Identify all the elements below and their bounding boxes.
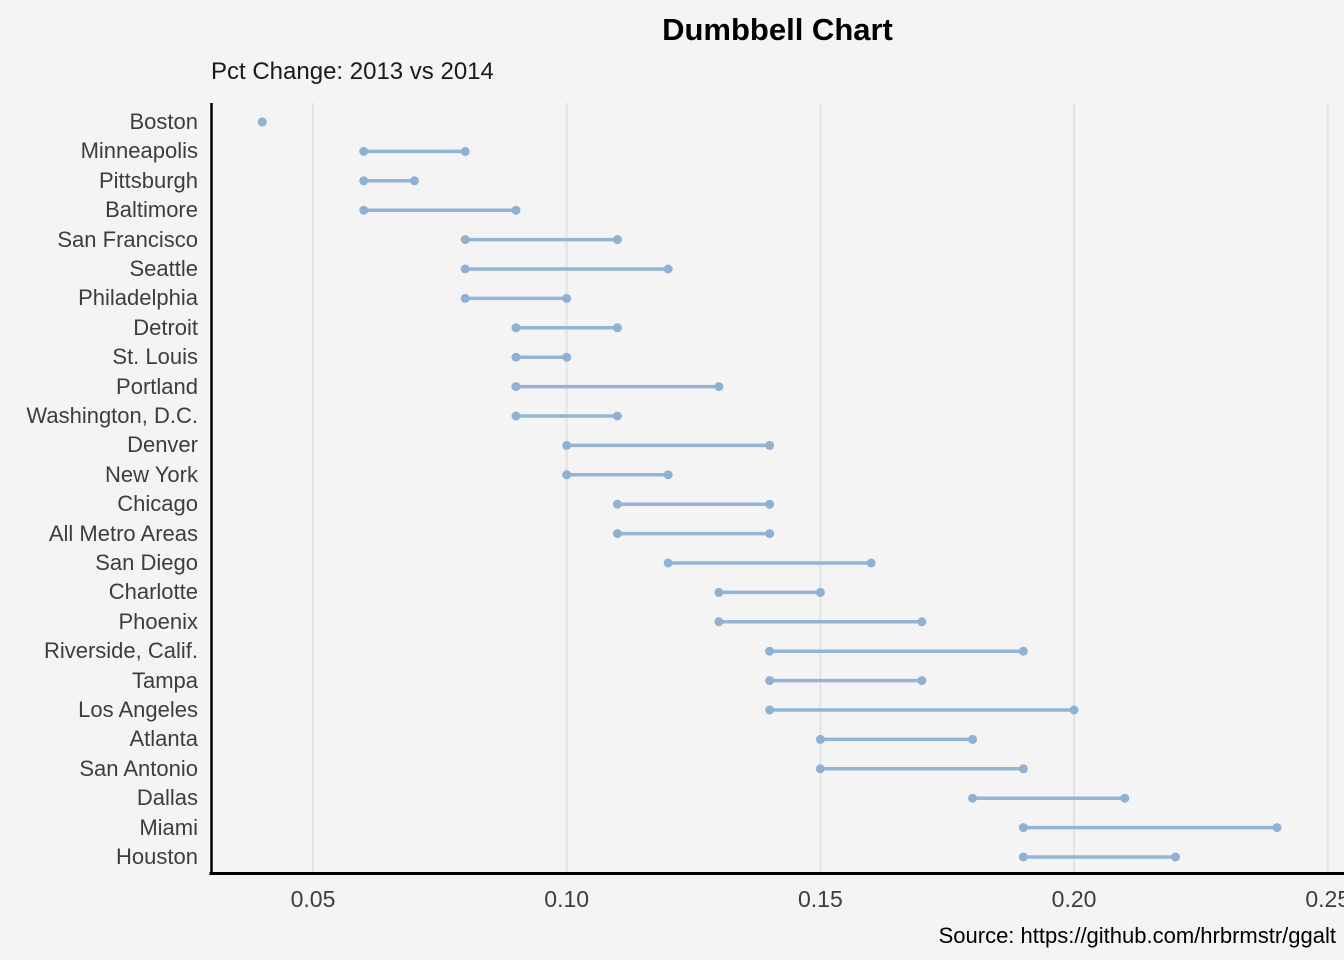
y-axis-label: Boston	[129, 109, 199, 134]
dumbbell-point-2013	[562, 470, 572, 480]
dumbbell-point-2013	[359, 146, 369, 156]
y-axis-label: Pittsburgh	[98, 167, 198, 193]
dumbbell-point-2014	[1120, 793, 1130, 803]
dumbbell-point-2013	[562, 440, 572, 450]
y-axis-label: San Diego	[95, 550, 198, 575]
x-axis-tick-label: 0.15	[797, 886, 843, 912]
dumbbell-point-2014	[1272, 823, 1282, 833]
y-axis-label: Minneapolis	[80, 138, 198, 164]
dumbbell-point-2014	[612, 235, 622, 245]
dumbbell-point-2014	[1018, 646, 1028, 656]
chart-caption: Source: https://github.com/hrbrmstr/ggal…	[938, 923, 1336, 948]
y-axis-label: San Antonio	[79, 755, 198, 781]
x-axis-tick-label: 0.10	[544, 886, 590, 912]
dumbbell-point-2013	[460, 293, 470, 303]
dumbbell-point-2013	[359, 205, 369, 215]
dumbbell-point-2013	[663, 558, 673, 568]
y-axis-label: Washington, D.C.	[26, 403, 198, 428]
dumbbell-point-2013	[511, 352, 521, 362]
y-axis-label: Tampa	[131, 667, 198, 693]
dumbbell-point-2013	[714, 617, 724, 627]
y-axis-label: Baltimore	[105, 197, 198, 223]
dumbbell-point-2014	[663, 470, 673, 480]
y-axis-label: Portland	[116, 373, 198, 399]
x-axis-tick-label: 0.20	[1051, 886, 1097, 912]
y-axis-label: Los Angeles	[78, 697, 198, 722]
y-axis-label: Seattle	[129, 256, 199, 281]
y-axis-label: Miami	[139, 814, 198, 840]
dumbbell-point-2014	[866, 558, 876, 568]
dumbbell-point-2013	[1018, 823, 1028, 833]
dumbbell-point-2014	[765, 499, 775, 509]
dumbbell-point-2014	[257, 117, 267, 127]
y-axis-label: St. Louis	[112, 344, 198, 370]
y-axis-label: Chicago	[117, 491, 198, 517]
dumbbell-point-2014	[612, 411, 622, 421]
dumbbell-point-2014	[562, 293, 572, 303]
dumbbell-point-2014	[1069, 705, 1079, 715]
dumbbell-point-2013	[511, 323, 521, 333]
dumbbell-point-2014	[562, 352, 572, 362]
dumbbell-point-2013	[1018, 852, 1028, 862]
y-axis-label: Dallas	[136, 785, 198, 811]
y-axis-label: New York	[105, 461, 198, 487]
y-axis-label: Philadelphia	[78, 285, 198, 311]
dumbbell-point-2014	[714, 382, 724, 392]
dumbbell-point-2013	[765, 705, 775, 715]
dumbbell-point-2013	[511, 411, 521, 421]
y-axis-label: All Metro Areas	[48, 520, 198, 546]
dumbbell-point-2014	[1018, 764, 1028, 774]
y-axis-label: Detroit	[133, 314, 198, 340]
dumbbell-point-2013	[511, 382, 521, 392]
dumbbell-point-2013	[460, 264, 470, 274]
dumbbell-point-2014	[511, 205, 521, 215]
y-axis-label: Phoenix	[118, 608, 198, 634]
dumbbell-point-2014	[917, 617, 927, 627]
y-axis-label: Houston	[116, 844, 198, 869]
chart-title: Dumbbell Chart	[662, 12, 893, 47]
x-axis-tick-label: 0.05	[290, 886, 336, 912]
y-axis-label: Charlotte	[108, 579, 198, 605]
y-axis-label: Riverside, Calif.	[43, 638, 198, 664]
dumbbell-point-2014	[1171, 852, 1181, 862]
dumbbell-point-2013	[815, 734, 825, 744]
chart-subtitle: Pct Change: 2013 vs 2014	[211, 58, 494, 85]
dumbbell-point-2013	[765, 646, 775, 656]
dumbbell-point-2014	[815, 587, 825, 597]
y-axis-label: Atlanta	[129, 726, 199, 752]
dumbbell-point-2014	[968, 734, 978, 744]
dumbbell-point-2013	[612, 499, 622, 509]
dumbbell-point-2014	[663, 264, 673, 274]
dumbbell-point-2014	[917, 676, 927, 686]
dumbbell-point-2013	[359, 176, 369, 186]
dumbbell-point-2014	[612, 323, 622, 333]
dumbbell-point-2013	[460, 235, 470, 245]
dumbbell-point-2013	[714, 587, 724, 597]
y-axis-label: Denver	[127, 432, 198, 458]
dumbbell-point-2013	[968, 793, 978, 803]
dumbbell-point-2014	[409, 176, 419, 186]
y-axis-label: San Francisco	[57, 226, 198, 252]
dumbbell-point-2014	[765, 440, 775, 450]
dumbbell-point-2013	[765, 676, 775, 686]
dumbbell-point-2014	[765, 529, 775, 539]
dumbbell-point-2013	[612, 529, 622, 539]
x-axis-tick-label: 0.25	[1305, 886, 1344, 912]
dumbbell-point-2013	[815, 764, 825, 774]
dumbbell-point-2014	[460, 146, 470, 156]
